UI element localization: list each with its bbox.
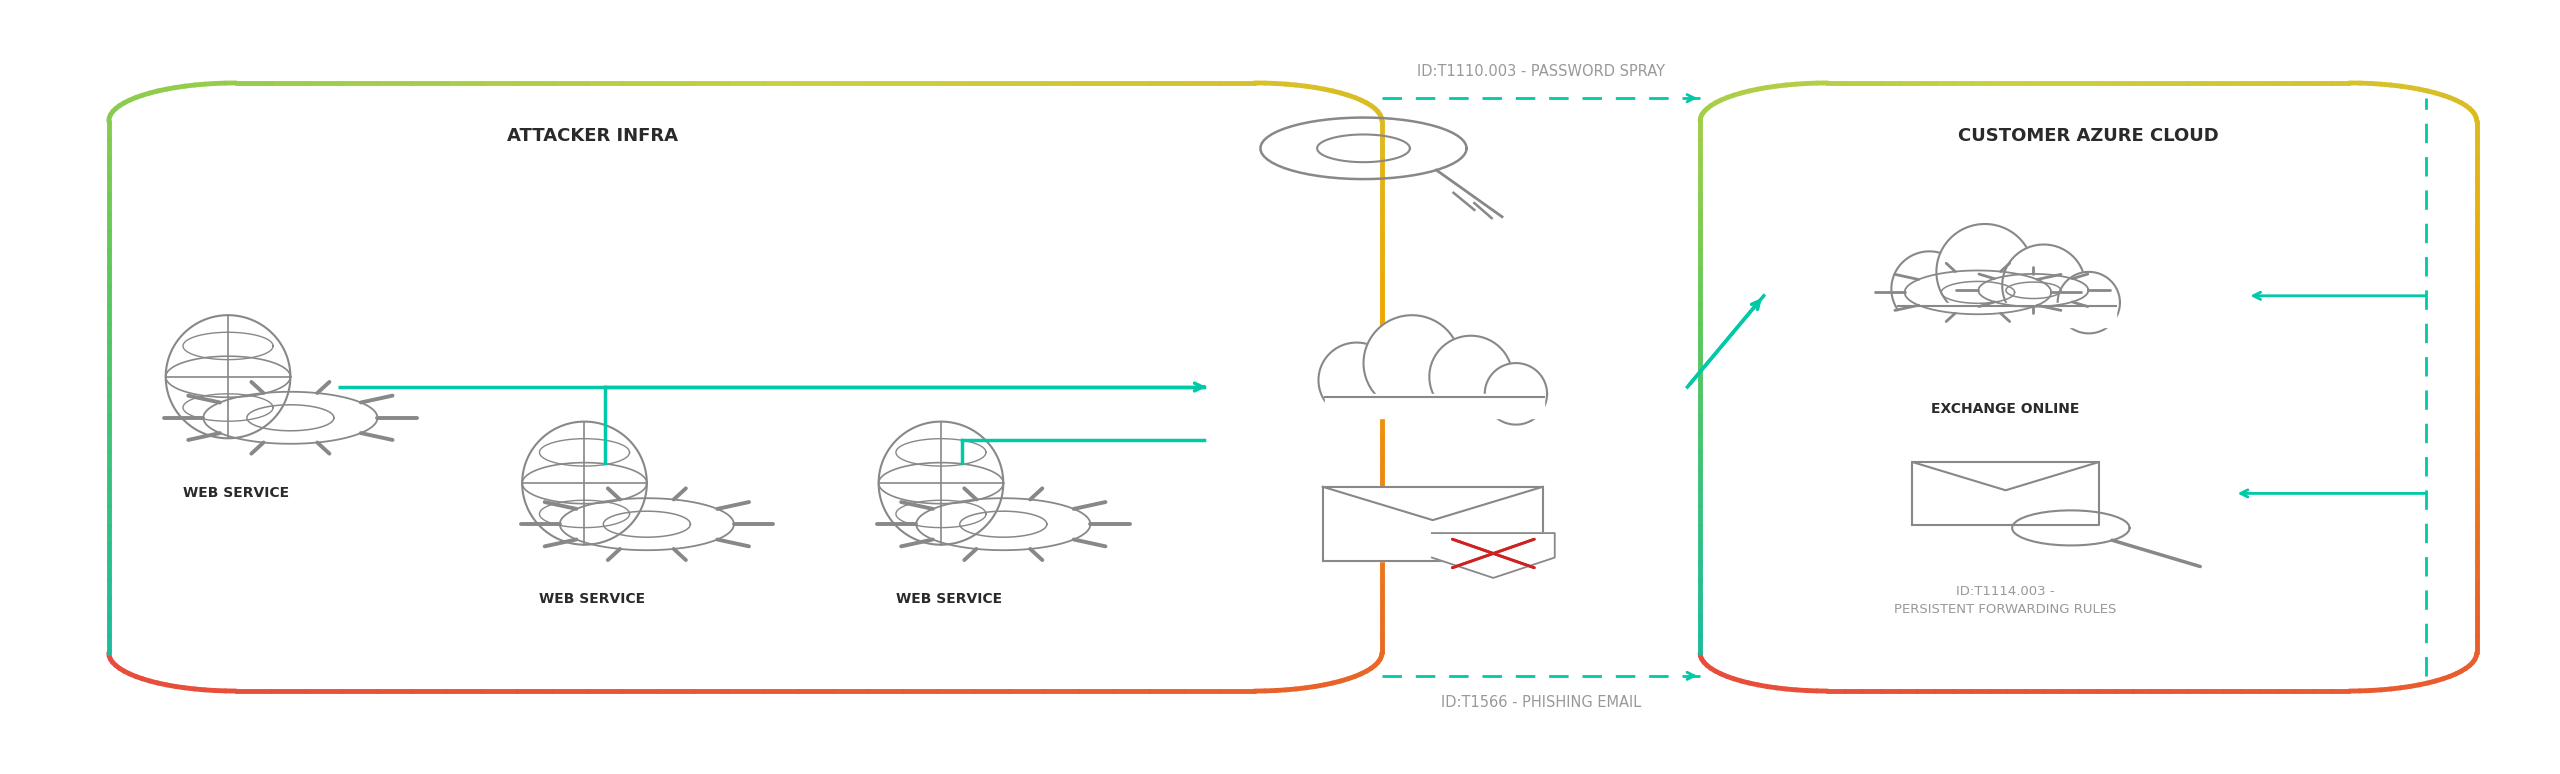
Polygon shape	[1935, 224, 2033, 320]
Text: ID:T1566 - PHISHING EMAIL: ID:T1566 - PHISHING EMAIL	[1441, 695, 1641, 710]
Polygon shape	[1326, 394, 1544, 418]
Polygon shape	[1912, 462, 2099, 525]
Text: WEB SERVICE: WEB SERVICE	[540, 592, 645, 606]
Polygon shape	[1431, 533, 1554, 578]
Text: EXCHANGE ONLINE: EXCHANGE ONLINE	[1930, 402, 2079, 416]
Polygon shape	[2002, 245, 2086, 327]
Text: ID:T1110.003 - PASSWORD SPRAY: ID:T1110.003 - PASSWORD SPRAY	[1418, 64, 1664, 79]
Polygon shape	[1900, 303, 2117, 327]
Polygon shape	[1318, 343, 1395, 418]
Polygon shape	[1892, 252, 1969, 327]
Polygon shape	[1485, 363, 1546, 425]
Text: ID:T1114.003 -
PERSISTENT FORWARDING RULES: ID:T1114.003 - PERSISTENT FORWARDING RUL…	[1894, 584, 2117, 615]
Polygon shape	[1324, 487, 1544, 561]
Text: ATTACKER INFRA: ATTACKER INFRA	[507, 127, 678, 146]
Text: WEB SERVICE: WEB SERVICE	[896, 592, 1001, 606]
Polygon shape	[1428, 336, 1513, 418]
Polygon shape	[2058, 272, 2120, 334]
Polygon shape	[1364, 315, 1459, 411]
Text: CUSTOMER AZURE CLOUD: CUSTOMER AZURE CLOUD	[1958, 127, 2220, 146]
Text: WEB SERVICE: WEB SERVICE	[182, 486, 289, 500]
